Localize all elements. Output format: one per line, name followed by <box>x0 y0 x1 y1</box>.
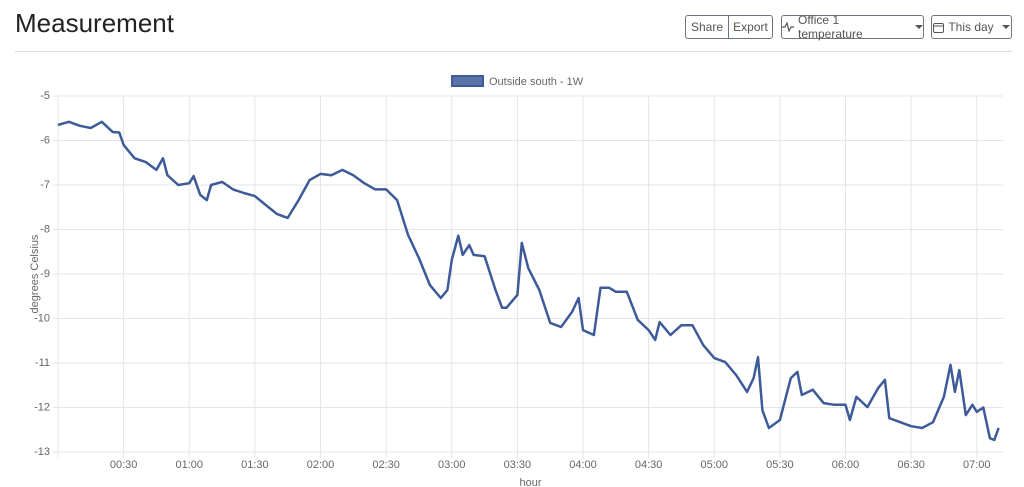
x-tick-label: 04:00 <box>569 459 597 471</box>
y-tick-label: -7 <box>40 179 50 191</box>
x-tick-label: 06:00 <box>832 459 860 471</box>
x-tick-label: 02:00 <box>307 459 335 471</box>
x-tick-label: 01:30 <box>241 459 269 471</box>
x-tick-label: 06:30 <box>897 459 925 471</box>
x-tick-label: 03:00 <box>438 459 466 471</box>
y-tick-label: -11 <box>35 357 50 369</box>
x-tick-label: 04:30 <box>635 459 663 471</box>
sensor-dropdown[interactable]: Office 1 temperature <box>781 13 924 41</box>
x-tick-label: 07:00 <box>963 459 991 471</box>
x-tick-label: 05:00 <box>700 459 728 471</box>
period-dropdown[interactable]: This day <box>931 15 1012 39</box>
sensor-label: Office 1 temperature <box>797 13 863 41</box>
x-tick-label: 03:30 <box>504 459 532 471</box>
x-tick-label: 02:30 <box>372 459 400 471</box>
legend-label: Outside south - 1W <box>489 76 584 88</box>
chart: -13 -12 -11 -10 -9 -8 -7 -6 -5 00:30 01:00 01:30 02:… <box>29 75 1003 487</box>
calendar-icon <box>933 22 945 33</box>
y-axis-label: degrees Celsius <box>29 234 41 313</box>
x-tick-label: 05:30 <box>766 459 794 471</box>
share-button[interactable]: Share <box>685 15 729 39</box>
y-tick-label: -6 <box>40 134 50 146</box>
page-title: Measurement <box>15 8 174 38</box>
y-tick-label: -12 <box>34 401 50 413</box>
y-tick-label: -8 <box>40 223 50 235</box>
data-line <box>57 120 1000 442</box>
y-tick-label: -10 <box>34 312 50 324</box>
x-tick-label: 00:30 <box>110 459 138 471</box>
pulse-icon <box>782 22 794 32</box>
share-label: Share <box>690 20 724 34</box>
y-tick-label: -13 <box>34 446 50 458</box>
x-axis-label: hour <box>519 477 541 487</box>
y-tick-label: -5 <box>40 90 50 102</box>
x-tick-label: 01:00 <box>175 459 203 471</box>
period-label: This day <box>948 20 994 34</box>
y-tick-label: -9 <box>40 268 50 280</box>
legend-swatch <box>451 75 484 87</box>
export-label: Export <box>733 20 768 34</box>
export-button[interactable]: Export <box>728 15 773 39</box>
divider <box>15 51 1012 52</box>
